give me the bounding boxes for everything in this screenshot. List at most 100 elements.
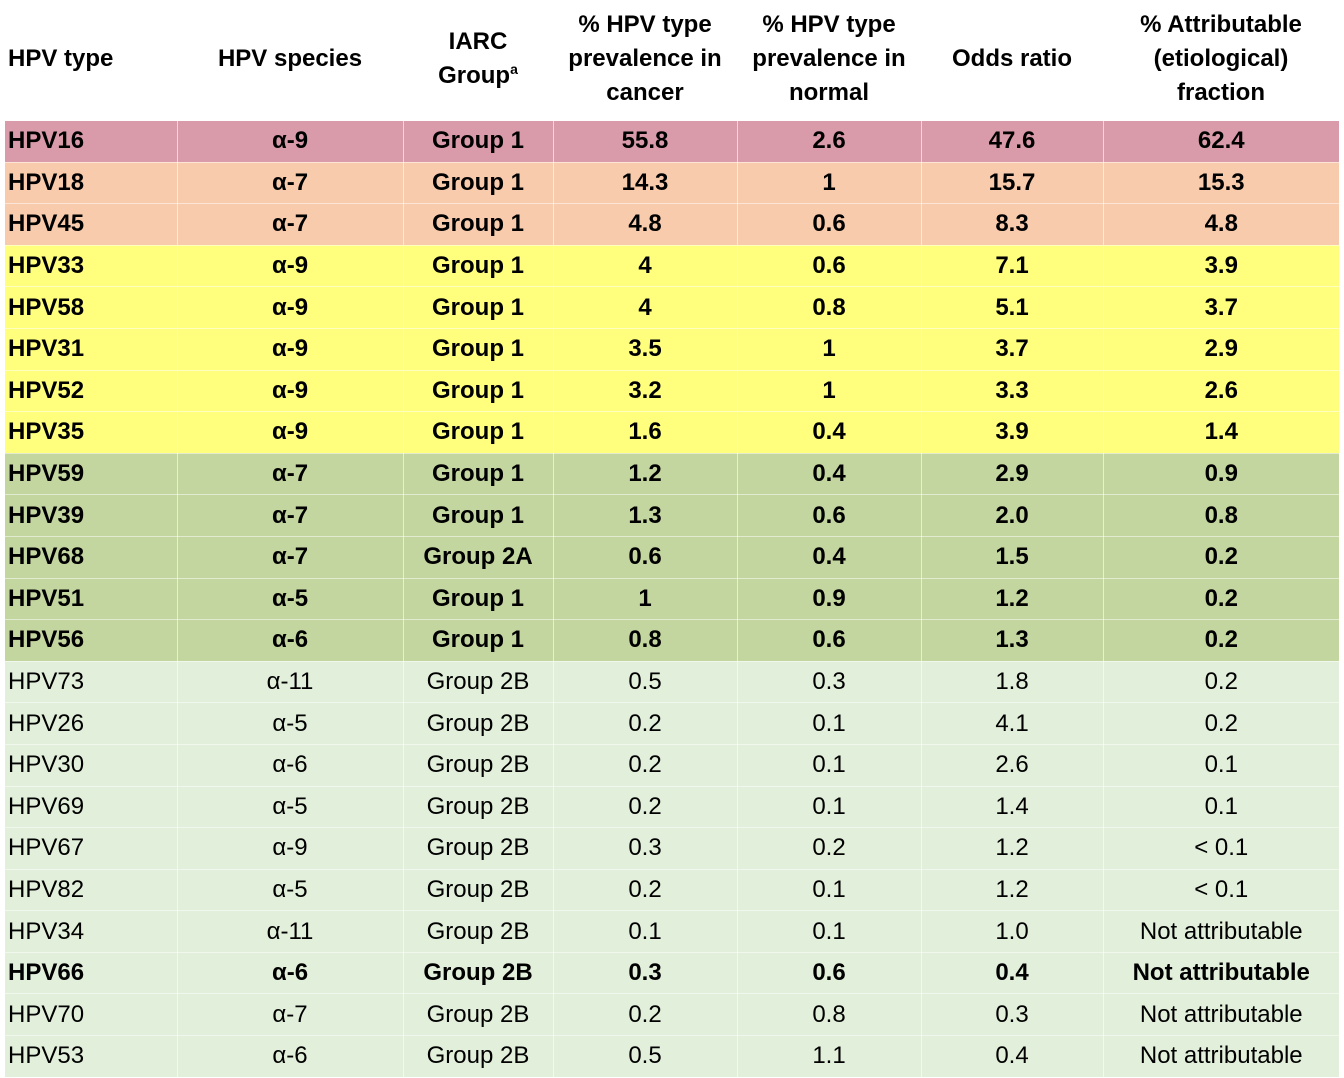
- cell-prevalence-normal: 0.2: [737, 827, 922, 870]
- cell-iarc-group: Group 1: [403, 411, 554, 454]
- cell-prevalence-normal: 2.6: [737, 118, 922, 163]
- cell-odds-ratio: 47.6: [921, 118, 1104, 163]
- cell-odds-ratio: 2.0: [921, 494, 1104, 537]
- cell-prevalence-normal: 0.1: [737, 786, 922, 829]
- cell-prevalence-cancer: 1: [553, 578, 738, 621]
- cell-prevalence-cancer: 0.6: [553, 536, 738, 579]
- footnote-marker: a: [510, 61, 518, 77]
- table-row: HPV69 α-5 Group 2B 0.2 0.1 1.4 0.1: [5, 786, 1339, 829]
- cell-iarc-group: Group 1: [403, 453, 554, 496]
- cell-iarc-group: Group 2B: [403, 952, 554, 995]
- cell-odds-ratio: 3.7: [921, 328, 1104, 371]
- table-row: HPV68 α-7 Group 2A 0.6 0.4 1.5 0.2: [5, 536, 1339, 579]
- cell-prevalence-cancer: 1.6: [553, 411, 738, 454]
- cell-prevalence-normal: 1.1: [737, 1035, 922, 1078]
- cell-attributable-fraction: 4.8: [1103, 203, 1339, 246]
- cell-odds-ratio: 0.4: [921, 952, 1104, 995]
- header-prevalence-normal: % HPV type prevalence in normal: [737, 0, 921, 120]
- cell-iarc-group: Group 1: [403, 328, 554, 371]
- cell-hpv-species: α-6: [177, 952, 404, 995]
- cell-prevalence-cancer: 14.3: [553, 162, 738, 205]
- cell-prevalence-cancer: 3.2: [553, 370, 738, 413]
- table-row: HPV31 α-9 Group 1 3.5 1 3.7 2.9: [5, 328, 1339, 371]
- table-row: HPV35 α-9 Group 1 1.6 0.4 3.9 1.4: [5, 411, 1339, 454]
- cell-hpv-species: α-9: [177, 411, 404, 454]
- table-row: HPV16 α-9 Group 1 55.8 2.6 47.6 62.4: [5, 118, 1339, 163]
- cell-odds-ratio: 7.1: [921, 245, 1104, 288]
- cell-hpv-type: HPV56: [5, 619, 178, 662]
- cell-prevalence-normal: 0.3: [737, 661, 922, 704]
- cell-prevalence-cancer: 0.2: [553, 869, 738, 912]
- cell-attributable-fraction: 0.9: [1103, 453, 1339, 496]
- cell-iarc-group: Group 2B: [403, 744, 554, 787]
- cell-odds-ratio: 1.2: [921, 827, 1104, 870]
- cell-attributable-fraction: < 0.1: [1103, 827, 1339, 870]
- cell-odds-ratio: 1.3: [921, 619, 1104, 662]
- cell-odds-ratio: 1.2: [921, 869, 1104, 912]
- cell-hpv-species: α-7: [177, 162, 404, 205]
- cell-prevalence-normal: 0.9: [737, 578, 922, 621]
- cell-prevalence-normal: 1: [737, 162, 922, 205]
- table-row: HPV67 α-9 Group 2B 0.3 0.2 1.2 < 0.1: [5, 827, 1339, 870]
- table-row: HPV58 α-9 Group 1 4 0.8 5.1 3.7: [5, 286, 1339, 329]
- cell-hpv-species: α-7: [177, 494, 404, 537]
- cell-hpv-species: α-11: [177, 661, 404, 704]
- cell-prevalence-cancer: 4: [553, 286, 738, 329]
- cell-iarc-group: Group 1: [403, 118, 554, 163]
- cell-attributable-fraction: Not attributable: [1103, 993, 1339, 1037]
- cell-hpv-type: HPV59: [5, 453, 178, 496]
- cell-hpv-type: HPV51: [5, 578, 178, 621]
- cell-attributable-fraction: 0.2: [1103, 702, 1339, 745]
- cell-attributable-fraction: 0.2: [1103, 661, 1339, 704]
- cell-hpv-species: α-6: [177, 619, 404, 662]
- cell-hpv-type: HPV53: [5, 1035, 178, 1078]
- cell-hpv-species: α-9: [177, 286, 404, 329]
- cell-prevalence-cancer: 0.2: [553, 786, 738, 829]
- cell-prevalence-cancer: 0.5: [553, 661, 738, 704]
- table-row: HPV45 α-7 Group 1 4.8 0.6 8.3 4.8: [5, 203, 1339, 246]
- cell-prevalence-cancer: 0.2: [553, 993, 738, 1037]
- cell-prevalence-normal: 0.8: [737, 286, 922, 329]
- cell-prevalence-cancer: 1.3: [553, 494, 738, 537]
- cell-odds-ratio: 1.5: [921, 536, 1104, 579]
- cell-hpv-species: α-5: [177, 869, 404, 912]
- cell-prevalence-normal: 0.6: [737, 245, 922, 288]
- table-row: HPV34 α-11 Group 2B 0.1 0.1 1.0 Not attributab…: [5, 910, 1339, 953]
- cell-prevalence-normal: 0.1: [737, 702, 922, 745]
- cell-iarc-group: Group 1: [403, 286, 554, 329]
- cell-prevalence-normal: 0.4: [737, 536, 922, 579]
- cell-hpv-type: HPV34: [5, 910, 178, 953]
- cell-odds-ratio: 8.3: [921, 203, 1104, 246]
- table-row: HPV30 α-6 Group 2B 0.2 0.1 2.6 0.1: [5, 744, 1339, 787]
- cell-hpv-species: α-9: [177, 328, 404, 371]
- cell-hpv-species: α-6: [177, 1035, 404, 1078]
- table-body: HPV16 α-9 Group 1 55.8 2.6 47.6 62.4 HPV18 α-7 Gr…: [5, 118, 1339, 1078]
- cell-attributable-fraction: 0.1: [1103, 786, 1339, 829]
- cell-iarc-group: Group 1: [403, 619, 554, 662]
- cell-hpv-type: HPV33: [5, 245, 178, 288]
- cell-hpv-type: HPV39: [5, 494, 178, 537]
- table-row: HPV56 α-6 Group 1 0.8 0.6 1.3 0.2: [5, 619, 1339, 662]
- cell-odds-ratio: 1.2: [921, 578, 1104, 621]
- cell-prevalence-cancer: 1.2: [553, 453, 738, 496]
- cell-attributable-fraction: Not attributable: [1103, 952, 1339, 995]
- cell-iarc-group: Group 2B: [403, 993, 554, 1037]
- cell-hpv-type: HPV31: [5, 328, 178, 371]
- cell-odds-ratio: 1.4: [921, 786, 1104, 829]
- cell-hpv-type: HPV16: [5, 118, 178, 163]
- cell-prevalence-cancer: 0.1: [553, 910, 738, 953]
- table-row: HPV59 α-7 Group 1 1.2 0.4 2.9 0.9: [5, 453, 1339, 496]
- cell-iarc-group: Group 2B: [403, 869, 554, 912]
- cell-attributable-fraction: 3.7: [1103, 286, 1339, 329]
- cell-iarc-group: Group 2B: [403, 702, 554, 745]
- cell-odds-ratio: 15.7: [921, 162, 1104, 205]
- cell-attributable-fraction: Not attributable: [1103, 1035, 1339, 1078]
- cell-hpv-species: α-9: [177, 827, 404, 870]
- cell-attributable-fraction: 15.3: [1103, 162, 1339, 205]
- cell-iarc-group: Group 2B: [403, 1035, 554, 1078]
- table-row: HPV26 α-5 Group 2B 0.2 0.1 4.1 0.2: [5, 702, 1339, 745]
- cell-hpv-species: α-7: [177, 993, 404, 1037]
- cell-hpv-species: α-5: [177, 578, 404, 621]
- cell-odds-ratio: 4.1: [921, 702, 1104, 745]
- table-row: HPV66 α-6 Group 2B 0.3 0.6 0.4 Not attributabl…: [5, 952, 1339, 995]
